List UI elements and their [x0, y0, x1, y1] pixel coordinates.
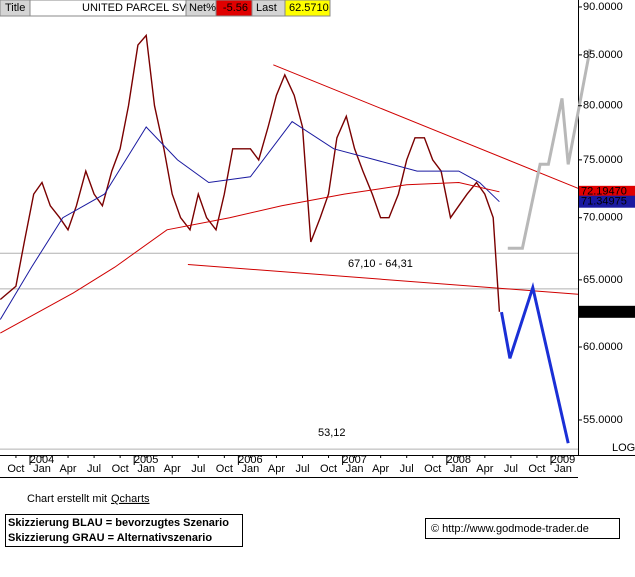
header-net: -5.56 — [223, 2, 248, 14]
x-tick-label: Jul — [87, 463, 101, 475]
x-tick-label: Apr — [372, 463, 389, 475]
end-label-box — [579, 305, 635, 318]
scenario-line — [507, 48, 592, 250]
header-last: 62.5710 — [289, 2, 329, 14]
x-tick-label: Oct — [216, 463, 233, 475]
header-title-label: Title — [5, 2, 25, 14]
year-label: 2009 — [551, 454, 575, 466]
x-tick-label: Jan — [33, 463, 51, 475]
copyright-box — [425, 518, 620, 539]
y-tick-label: 65.0000 — [583, 274, 623, 286]
credit-link[interactable]: Qcharts — [111, 493, 150, 505]
copyright[interactable]: © http://www.godmode-trader.de — [431, 523, 589, 535]
x-tick-label: Jul — [295, 463, 309, 475]
header-cell — [284, 0, 331, 17]
trendline — [187, 264, 579, 295]
y-tick-label: 85.0000 — [583, 49, 623, 61]
x-tick-label: Apr — [268, 463, 285, 475]
header-net-label: Net% — [189, 2, 216, 14]
y-tick-label: 55.0000 — [583, 414, 623, 426]
y-tick-label: 90.0000 — [583, 1, 623, 13]
y-tick-label: 75.0000 — [583, 154, 623, 166]
year-label: 2006 — [238, 454, 262, 466]
series-line — [0, 181, 500, 334]
legend-blue: Skizzierung BLAU = bevorzugtes Szenario — [8, 517, 229, 529]
credit: Chart erstellt mit — [27, 493, 107, 505]
year-label: 2004 — [30, 454, 54, 466]
year-label: 2008 — [447, 454, 471, 466]
y-tick-label: 70.0000 — [583, 212, 623, 224]
scale-label: LOG — [612, 442, 635, 454]
header-last-label: Last — [256, 2, 277, 14]
year-label: 2005 — [134, 454, 158, 466]
end-label-box — [579, 185, 635, 198]
x-tick-label: Jan — [450, 463, 468, 475]
low-label: 53,12 — [318, 427, 346, 439]
x-tick-label: Jan — [242, 463, 260, 475]
x-tick-label: Oct — [112, 463, 129, 475]
legend-box — [5, 514, 243, 547]
header-symbol: UNITED PARCEL SVC — [82, 2, 195, 14]
x-tick-label: Apr — [59, 463, 76, 475]
x-tick-label: Oct — [7, 463, 24, 475]
x-tick-label: Jan — [346, 463, 364, 475]
end-label: 71.34975 — [581, 196, 627, 208]
y-tick-label: 60.0000 — [583, 341, 623, 353]
x-tick-label: Jul — [504, 463, 518, 475]
end-label-box — [579, 195, 635, 208]
end-label: 62.5710 — [581, 306, 621, 318]
x-tick-label: Jul — [400, 463, 414, 475]
range-label: 67,10 - 64,31 — [348, 258, 413, 270]
x-tick-label: Jan — [137, 463, 155, 475]
series-line — [0, 120, 500, 320]
x-tick-label: Apr — [164, 463, 181, 475]
x-tick-label: Jan — [554, 463, 572, 475]
y-tick-label: 80.0000 — [583, 100, 623, 112]
x-tick-label: Oct — [528, 463, 545, 475]
x-tick-label: Apr — [476, 463, 493, 475]
year-label: 2007 — [342, 454, 366, 466]
end-label: 72.19470 — [581, 186, 627, 198]
x-tick-label: Oct — [320, 463, 337, 475]
x-tick-label: Oct — [424, 463, 441, 475]
legend-gray: Skizzierung GRAU = Alternativszenario — [8, 532, 212, 544]
scenario-line — [500, 281, 570, 444]
trendline — [273, 64, 579, 189]
series-line — [0, 33, 501, 312]
x-tick-label: Jul — [191, 463, 205, 475]
plot — [0, 33, 592, 450]
